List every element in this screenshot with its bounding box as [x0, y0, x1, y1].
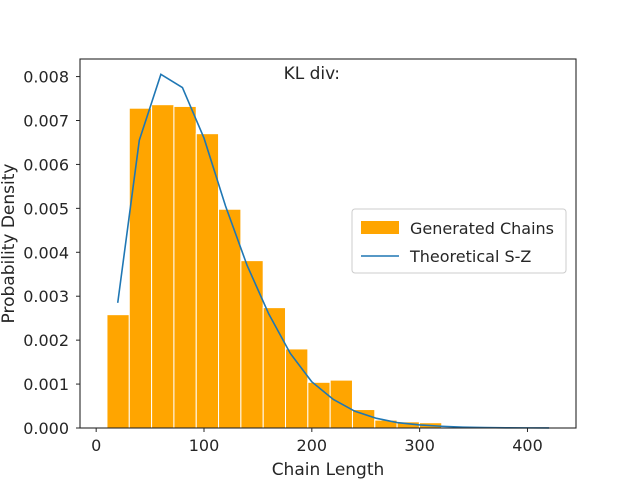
y-tick-label: 0.005 [23, 199, 69, 218]
histogram-bar [195, 133, 220, 429]
legend-label-generated-chains: Generated Chains [410, 219, 554, 238]
y-tick-label: 0.000 [23, 419, 69, 438]
legend-box [351, 208, 567, 274]
y-axis-label: Probability Density [0, 164, 19, 324]
theoretical-sz-line [116, 73, 550, 429]
y-tick-label: 0.004 [23, 243, 69, 262]
y-axis: 0.000 0.001 0.002 0.003 0.004 0.005 0.006 0.007… [23, 68, 80, 438]
plot-frame [79, 58, 577, 429]
histogram-bar [307, 381, 331, 429]
y-tick-label: 0.007 [23, 112, 69, 131]
x-tick-label: 300 [404, 436, 435, 455]
x-tick-label: 200 [297, 436, 328, 455]
legend-label-theoretical-sz: Theoretical S-Z [409, 247, 531, 266]
y-tick-label: 0.003 [23, 287, 69, 306]
histogram-bar [173, 105, 197, 429]
x-tick-label: 0 [91, 436, 101, 455]
y-tick-label: 0.001 [23, 375, 69, 394]
legend-swatch-generated-chains [361, 221, 399, 234]
x-tick-label: 400 [512, 436, 543, 455]
legend: Generated Chains Theoretical S-Z [351, 208, 567, 274]
y-tick-label: 0.008 [23, 68, 69, 87]
bars-group [106, 104, 554, 429]
histogram-bar [151, 104, 175, 429]
histogram-bar [106, 314, 130, 429]
x-tick-label: 100 [189, 436, 220, 455]
histogram-bar [218, 208, 242, 429]
y-tick-label: 0.006 [23, 155, 69, 174]
histogram-bar [240, 260, 264, 429]
histogram-bar [128, 107, 153, 429]
x-axis: 0 100 200 300 400 [91, 428, 543, 455]
kl-div-annotation: KL div: [284, 64, 340, 84]
lines-group [116, 73, 550, 429]
x-axis-label: Chain Length [272, 460, 385, 480]
y-tick-label: 0.002 [23, 331, 69, 350]
